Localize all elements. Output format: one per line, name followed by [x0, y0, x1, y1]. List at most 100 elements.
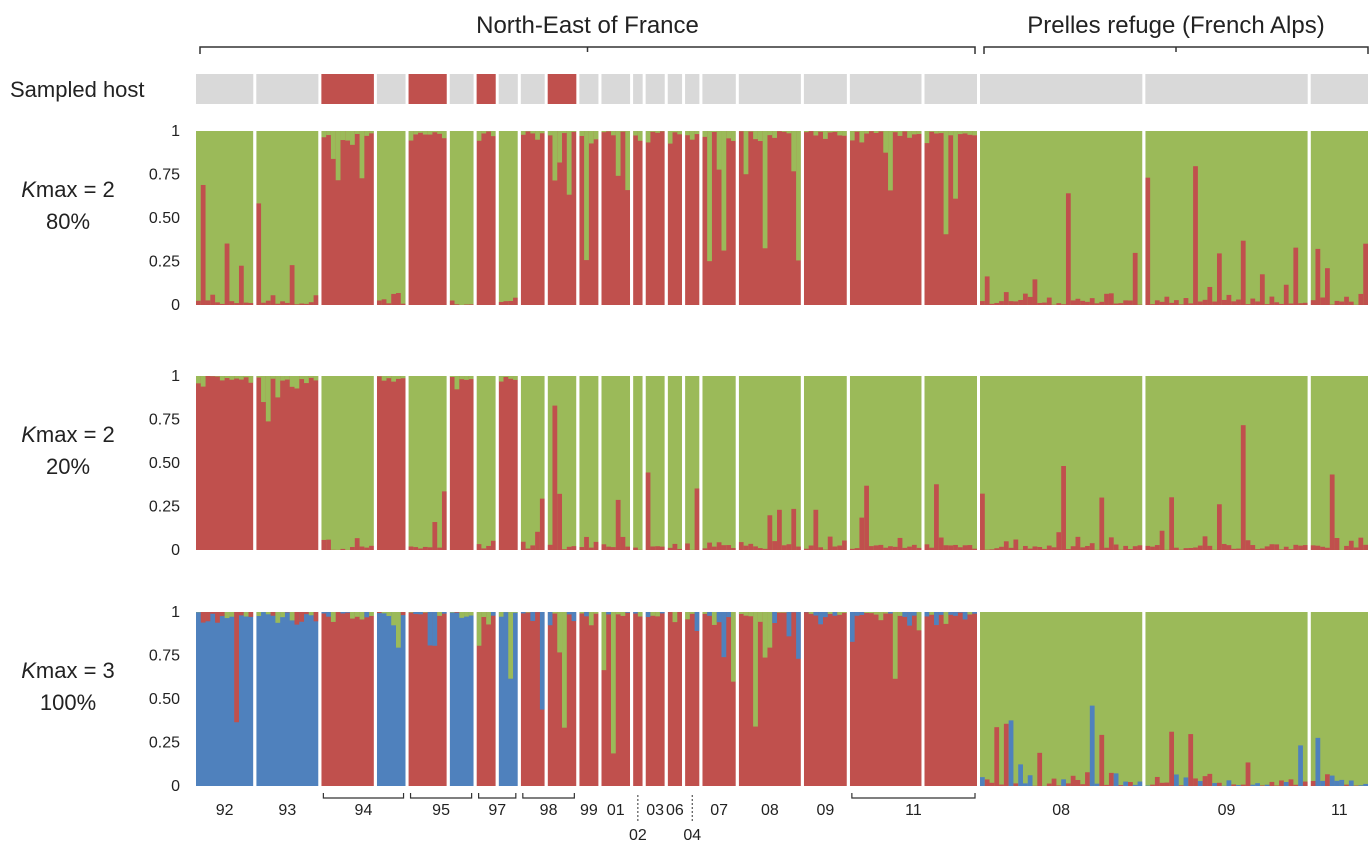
individual-admixture-bar — [625, 131, 631, 191]
x-label-group: 08 — [1052, 802, 1070, 819]
individual-admixture-bar — [786, 544, 792, 550]
individual-admixture-bar — [391, 376, 396, 382]
individual-admixture-bar — [1288, 779, 1294, 786]
population-bar-group — [321, 131, 374, 305]
individual-admixture-bar — [381, 299, 387, 305]
population-bar-group — [498, 131, 518, 305]
population-bar — [579, 612, 599, 786]
individual-admixture-bar — [615, 499, 621, 550]
population-bar — [476, 131, 496, 305]
individual-admixture-bar — [326, 539, 331, 550]
population-bar-group — [601, 376, 631, 550]
individual-admixture-bar — [1154, 300, 1160, 305]
individual-admixture-bar — [313, 612, 319, 622]
individual-admixture-bar — [1269, 296, 1275, 305]
population-bar-group — [702, 131, 736, 305]
individual-admixture-bar — [243, 376, 249, 378]
individual-admixture-bar — [999, 784, 1004, 786]
individual-admixture-bar — [1154, 545, 1160, 550]
population-bar — [256, 131, 319, 305]
individual-admixture-bar — [437, 547, 442, 550]
individual-admixture-bar — [557, 612, 563, 653]
individual-admixture-bar — [304, 303, 309, 305]
population-bar-group — [196, 612, 254, 786]
population-bar-group — [547, 612, 577, 786]
individual-admixture-bar — [1283, 781, 1289, 786]
individual-admixture-bar — [299, 612, 305, 622]
population-bar — [685, 131, 700, 305]
individual-admixture-bar — [967, 612, 973, 615]
individual-admixture-bar — [1065, 783, 1071, 786]
population-bar — [924, 612, 978, 786]
individual-admixture-bar — [1169, 302, 1175, 305]
individual-admixture-bar — [1075, 779, 1081, 786]
individual-admixture-bar — [748, 131, 754, 132]
x-label: 08 — [761, 802, 779, 819]
x-label-group: 06 — [666, 802, 684, 819]
individual-admixture-bar — [1061, 465, 1066, 550]
individual-admixture-bar — [994, 302, 1000, 305]
individual-admixture-bar — [400, 376, 406, 379]
individual-admixture-bar — [685, 543, 690, 550]
individual-admixture-bar — [1188, 303, 1194, 305]
individual-admixture-bar — [284, 376, 290, 380]
individual-admixture-bar — [916, 547, 922, 550]
individual-admixture-bar — [645, 131, 651, 143]
x-label: 93 — [278, 802, 296, 819]
population-bar — [321, 131, 374, 305]
individual-admixture-bar — [1358, 293, 1364, 305]
individual-admixture-bar — [762, 612, 768, 658]
individual-admixture-bar — [610, 131, 616, 136]
individual-admixture-bar — [832, 612, 838, 616]
population-bar — [1310, 376, 1368, 550]
individual-admixture-bar — [566, 612, 572, 615]
individual-admixture-bar — [1279, 549, 1284, 550]
individual-admixture-bar — [200, 184, 206, 305]
host-cell — [376, 74, 406, 104]
individual-admixture-bar — [1226, 294, 1232, 305]
individual-admixture-bar — [1089, 298, 1095, 305]
individual-admixture-bar — [432, 131, 438, 133]
individual-admixture-bar — [354, 131, 360, 134]
individual-admixture-bar — [215, 612, 220, 623]
individual-admixture-bar — [849, 131, 855, 141]
individual-admixture-bar — [562, 612, 567, 728]
individual-admixture-bar — [854, 548, 860, 550]
individual-admixture-bar — [1339, 779, 1345, 786]
individual-admixture-bar — [948, 612, 954, 615]
individual-admixture-bar — [1003, 723, 1009, 786]
individual-admixture-bar — [224, 243, 230, 305]
individual-admixture-bar — [1183, 548, 1189, 550]
individual-admixture-bar — [672, 131, 678, 133]
individual-admixture-bar — [1250, 545, 1256, 550]
individual-admixture-bar — [571, 546, 577, 550]
individual-admixture-bar — [1070, 546, 1076, 550]
x-label-group: 11 — [1331, 802, 1348, 819]
individual-admixture-bar — [535, 131, 540, 140]
individual-admixture-bar — [601, 131, 607, 133]
x-label-group: 03 — [646, 802, 664, 819]
individual-admixture-bar — [606, 612, 611, 615]
x-label-bracket — [478, 793, 517, 799]
individual-admixture-bar — [530, 131, 536, 134]
individual-admixture-bar — [962, 131, 968, 134]
individual-admixture-bar — [498, 612, 504, 617]
individual-admixture-bar — [962, 612, 968, 620]
individual-admixture-bar — [897, 537, 903, 550]
individual-admixture-bar — [1178, 785, 1184, 786]
individual-admixture-bar — [1202, 776, 1208, 786]
x-label-group: 09 — [816, 802, 834, 819]
individual-admixture-bar — [803, 548, 809, 550]
individual-admixture-bar — [525, 548, 531, 550]
individual-admixture-bar — [449, 300, 455, 305]
individual-admixture-bar — [672, 543, 678, 550]
individual-admixture-bar — [1259, 548, 1265, 550]
population-bar-group — [1145, 131, 1308, 305]
individual-admixture-bar — [1269, 544, 1275, 550]
population-bar — [579, 376, 599, 550]
individual-admixture-bar — [762, 548, 768, 550]
individual-admixture-bar — [753, 546, 758, 550]
individual-admixture-bar — [215, 376, 220, 377]
population-bar-group — [449, 131, 474, 305]
individual-admixture-bar — [299, 303, 305, 305]
